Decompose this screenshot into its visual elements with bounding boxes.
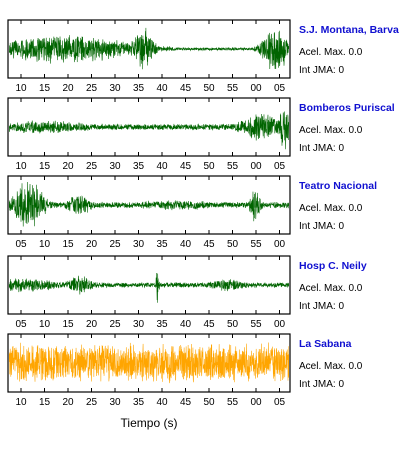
acel-max-label: Acel. Max. 0.0 xyxy=(299,283,363,294)
x-tick-label: 35 xyxy=(156,319,168,330)
x-tick-label: 40 xyxy=(180,319,192,330)
x-tick-label: 50 xyxy=(227,319,239,330)
x-tick-label: 00 xyxy=(250,83,262,94)
x-tick-label: 55 xyxy=(227,397,239,408)
int-jma-label: Int JMA: 0 xyxy=(299,379,344,390)
acel-max-label: Acel. Max. 0.0 xyxy=(299,125,363,136)
station-panel: 10 15 20 25 30 35 40 45 50 55 00 05 La Sabana Acel. M… xyxy=(7,333,363,408)
x-tick-label: 35 xyxy=(133,161,145,172)
x-tick-label: 35 xyxy=(133,83,145,94)
panel-frame xyxy=(7,175,291,235)
x-tick-label: 45 xyxy=(203,239,215,250)
station-name: S.J. Montana, Barva xyxy=(299,24,399,36)
panel-frame xyxy=(7,255,291,315)
acel-max-label: Acel. Max. 0.0 xyxy=(299,203,363,214)
x-tick-label: 15 xyxy=(39,83,51,94)
x-tick-label: 25 xyxy=(86,83,98,94)
x-tick-label: 20 xyxy=(62,83,74,94)
x-tick-label: 40 xyxy=(156,397,168,408)
x-tick-label: 40 xyxy=(156,161,168,172)
station-panel: 10 15 20 25 30 35 40 45 50 55 00 05 Bomberos Purisca… xyxy=(7,97,395,172)
x-tick-label: 20 xyxy=(62,397,74,408)
x-tick-label: 15 xyxy=(39,161,51,172)
x-tick-label: 55 xyxy=(250,239,262,250)
x-tick-label: 00 xyxy=(250,397,262,408)
int-jma-label: Int JMA: 0 xyxy=(299,221,344,232)
station-name: La Sabana xyxy=(299,338,352,350)
x-tick-label: 05 xyxy=(274,83,286,94)
station-panel: 10 15 20 25 30 35 40 45 50 55 00 05 S.J. Montana, Ba… xyxy=(7,19,399,94)
x-tick-label: 10 xyxy=(39,319,51,330)
x-tick-label: 55 xyxy=(227,161,239,172)
x-tick-label: 45 xyxy=(203,319,215,330)
int-jma-label: Int JMA: 0 xyxy=(299,301,344,312)
x-tick-label: 00 xyxy=(250,161,262,172)
x-tick-label: 05 xyxy=(274,397,286,408)
x-tick-label: 00 xyxy=(274,239,286,250)
station-panel: 05 10 15 20 25 30 35 40 45 50 55 00 Teatro Nacional A… xyxy=(7,175,377,250)
x-tick-label: 30 xyxy=(133,239,145,250)
x-tick-label: 15 xyxy=(62,239,74,250)
x-tick-label: 15 xyxy=(39,397,51,408)
x-tick-label: 50 xyxy=(203,161,215,172)
x-tick-label: 25 xyxy=(109,239,121,250)
x-tick-label: 00 xyxy=(274,319,286,330)
x-tick-label: 10 xyxy=(15,161,27,172)
x-tick-label: 40 xyxy=(156,83,168,94)
x-tick-label: 20 xyxy=(62,161,74,172)
x-tick-label: 05 xyxy=(274,161,286,172)
x-tick-label: 10 xyxy=(15,83,27,94)
x-axis-title: Tiempo (s) xyxy=(121,416,178,430)
x-tick-label: 20 xyxy=(86,319,98,330)
acel-max-label: Acel. Max. 0.0 xyxy=(299,361,363,372)
x-tick-label: 30 xyxy=(109,83,121,94)
x-tick-label: 50 xyxy=(203,83,215,94)
acel-max-label: Acel. Max. 0.0 xyxy=(299,47,363,58)
int-jma-label: Int JMA: 0 xyxy=(299,65,344,76)
panel-frame xyxy=(7,333,291,393)
x-tick-label: 35 xyxy=(156,239,168,250)
x-tick-label: 25 xyxy=(86,397,98,408)
waveform-trace xyxy=(9,27,289,70)
x-tick-label: 10 xyxy=(39,239,51,250)
x-tick-label: 45 xyxy=(180,83,192,94)
x-tick-label: 30 xyxy=(109,161,121,172)
x-tick-label: 30 xyxy=(133,319,145,330)
x-tick-label: 15 xyxy=(62,319,74,330)
x-tick-label: 25 xyxy=(109,319,121,330)
station-name: Hosp C. Neily xyxy=(299,260,367,272)
panel-frame xyxy=(7,97,291,157)
waveform-trace xyxy=(9,111,289,150)
station-panel: 05 10 15 20 25 30 35 40 45 50 55 00 Hosp C. Neily Ace… xyxy=(7,255,367,330)
panel-frame xyxy=(7,19,291,79)
x-tick-label: 45 xyxy=(180,161,192,172)
x-tick-label: 50 xyxy=(203,397,215,408)
x-tick-label: 55 xyxy=(250,319,262,330)
station-name: Teatro Nacional xyxy=(299,180,377,192)
x-tick-label: 55 xyxy=(227,83,239,94)
x-tick-label: 30 xyxy=(109,397,121,408)
x-tick-label: 50 xyxy=(227,239,239,250)
x-tick-label: 35 xyxy=(133,397,145,408)
x-tick-label: 05 xyxy=(15,319,27,330)
x-tick-label: 25 xyxy=(86,161,98,172)
waveform-trace xyxy=(9,342,289,384)
waveform-trace xyxy=(9,181,289,227)
x-tick-label: 05 xyxy=(15,239,27,250)
x-tick-label: 45 xyxy=(180,397,192,408)
int-jma-label: Int JMA: 0 xyxy=(299,143,344,154)
x-tick-label: 40 xyxy=(180,239,192,250)
x-tick-label: 10 xyxy=(15,397,27,408)
x-tick-label: 20 xyxy=(86,239,98,250)
waveform-trace xyxy=(9,273,289,303)
station-name: Bomberos Puriscal xyxy=(299,102,395,114)
